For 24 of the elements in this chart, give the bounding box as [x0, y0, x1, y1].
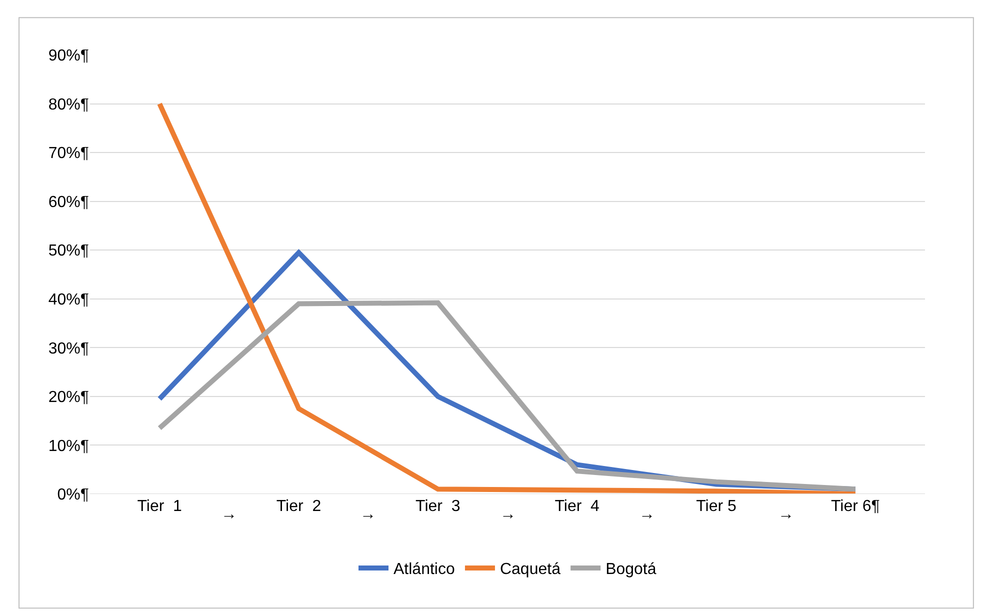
text: → [778, 506, 794, 523]
text: → [360, 506, 376, 523]
text: → [221, 506, 237, 523]
x-tick-label: Tier 3 [416, 498, 460, 515]
y-tick-label: 90%¶ [48, 48, 89, 65]
y-tick-label: 40%¶ [48, 291, 89, 308]
legend-label: Caquetá [500, 561, 561, 578]
y-tick-label: 80%¶ [48, 96, 89, 114]
y-tick-label: 20%¶ [48, 389, 89, 406]
y-tick-label: 30%¶ [48, 340, 89, 358]
x-tick-label: Tier 5 [696, 498, 736, 515]
text: → [500, 506, 516, 523]
x-tick-label: Tier 6¶ [830, 498, 880, 515]
x-tick-label: Tier 1 [137, 498, 182, 515]
y-tick-label: 50%¶ [48, 242, 89, 260]
y-tick-label: 0%¶ [57, 486, 89, 504]
y-tick-label: 70%¶ [48, 145, 89, 162]
x-tick-label: Tier 2 [276, 498, 322, 515]
legend-label: Bogotá [606, 561, 656, 578]
y-tick-label: 60%¶ [48, 194, 89, 211]
legend-label: Atlántico [394, 561, 455, 578]
y-tick-label: 10%¶ [48, 438, 89, 455]
text: → [639, 506, 655, 523]
x-tick-label: Tier 4 [554, 498, 600, 515]
